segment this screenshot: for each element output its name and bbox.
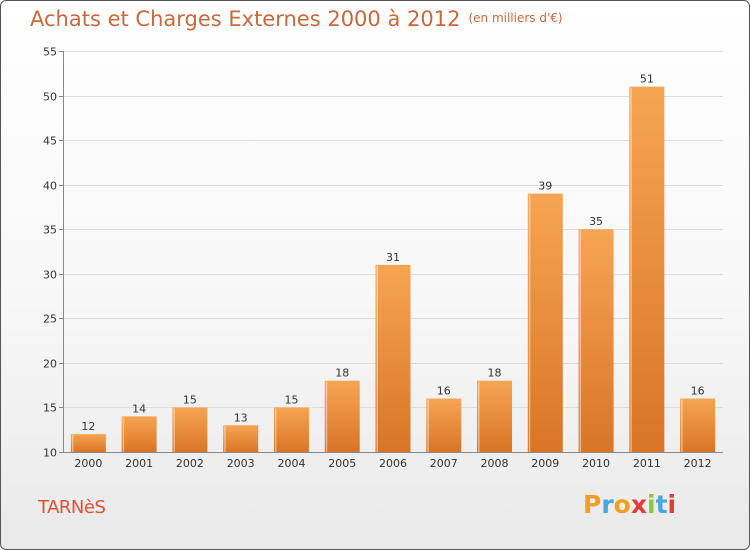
data-label: 13: [234, 411, 248, 424]
data-label: 35: [589, 215, 603, 228]
x-tick-label: 2012: [684, 457, 712, 470]
bar-2002: [172, 407, 208, 452]
data-label: 15: [183, 393, 197, 406]
bar-2004: [273, 407, 309, 452]
bar-highlight: [173, 408, 175, 452]
logo-letter: x: [630, 490, 647, 519]
logo-letter: i: [647, 490, 656, 519]
x-tick-label: 2003: [227, 457, 255, 470]
bar-2007: [426, 398, 462, 452]
data-labels: 12 14 15 13 15 18 31 16 18 39 35 51 16: [81, 73, 704, 434]
bar-2006: [375, 264, 411, 452]
x-tick-label: 2011: [633, 457, 661, 470]
data-label: 31: [386, 251, 400, 264]
data-label: 14: [132, 402, 146, 415]
x-tick-label: 2001: [125, 457, 153, 470]
bar-highlight: [224, 426, 226, 452]
bar-highlight: [122, 417, 125, 452]
bar-highlight: [478, 381, 480, 452]
bar-highlight: [681, 399, 683, 452]
data-label: 18: [488, 367, 502, 380]
bar-2011: [629, 86, 665, 453]
bar-highlight: [579, 230, 582, 452]
y-tick-label: 20: [43, 358, 57, 371]
y-tick-label: 30: [43, 269, 57, 282]
place-name: TARNèS: [38, 497, 106, 518]
axes: [59, 51, 723, 453]
x-tick-label: 2000: [74, 457, 102, 470]
bar-highlight: [630, 87, 632, 453]
logo-letter: i: [667, 490, 677, 519]
bar-highlight: [376, 265, 378, 452]
data-label: 51: [640, 73, 654, 86]
bar-2009: [527, 193, 563, 453]
y-tick-label: 55: [43, 46, 57, 59]
y-tick-label: 40: [43, 180, 57, 193]
x-tick-label: 2009: [531, 457, 559, 470]
x-tick-label: 2002: [176, 457, 204, 470]
data-label: 18: [335, 367, 349, 380]
data-label: 16: [437, 385, 451, 398]
bar-2008: [477, 380, 513, 452]
y-tick-label: 50: [43, 91, 57, 104]
y-tick-label: 45: [43, 135, 57, 148]
chart-title: Achats et Charges Externes 2000 à 2012 (e…: [30, 7, 563, 31]
x-tick-label: 2004: [277, 457, 305, 470]
y-tick-labels: 10 15 20 25 30 35 40 45 50 55: [43, 46, 57, 460]
bar-highlight: [528, 194, 531, 453]
x-tick-label: 2005: [328, 457, 356, 470]
x-tick-label: 2006: [379, 457, 407, 470]
bar-highlight: [325, 381, 328, 452]
y-tick-label: 15: [43, 402, 57, 415]
logo-letter: t: [655, 490, 668, 519]
bars: [70, 86, 716, 453]
x-tick-label: 2010: [582, 457, 610, 470]
logo-letter: P: [583, 490, 602, 519]
x-tick-labels: 2000 2001 2002 2003 2004 2005 2006 2007 2008 2009…: [74, 457, 711, 470]
bar-highlight: [427, 399, 429, 452]
bar-2010: [578, 229, 614, 452]
y-tick-label: 10: [43, 447, 57, 460]
bar-2001: [121, 416, 157, 452]
x-tick-label: 2008: [481, 457, 509, 470]
proxiti-logo[interactable]: Proxiti: [583, 490, 676, 519]
y-tick-label: 25: [43, 313, 57, 326]
bar-2003: [223, 425, 259, 452]
bar-2012: [680, 398, 716, 452]
logo-letter: r: [601, 490, 614, 519]
logo-letter: o: [613, 490, 631, 519]
chart-unit: (en milliers d'€): [468, 11, 563, 25]
bar-2005: [324, 380, 360, 452]
bar-highlight: [274, 408, 277, 452]
chart-title-text: Achats et Charges Externes 2000 à 2012: [30, 7, 461, 31]
y-tick-label: 35: [43, 224, 57, 237]
x-tick-label: 2007: [430, 457, 458, 470]
data-label: 12: [81, 420, 95, 433]
data-label: 16: [691, 385, 705, 398]
data-label: 39: [538, 180, 552, 193]
bar-2000: [70, 434, 106, 452]
bar-highlight: [71, 435, 74, 452]
data-label: 15: [284, 393, 298, 406]
